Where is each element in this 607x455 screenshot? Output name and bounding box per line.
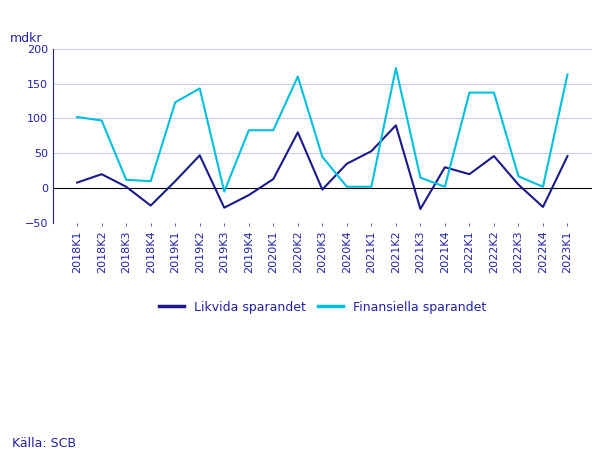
Likvida sparandet: [417, 206, 424, 212]
Finansiella sparandet: [319, 154, 326, 160]
Finansiella sparandet: [343, 184, 350, 189]
Likvida sparandet: [98, 172, 105, 177]
Finansiella sparandet: [564, 72, 571, 77]
Likvida sparandet: [540, 204, 547, 210]
Finansiella sparandet: [368, 184, 375, 189]
Finansiella sparandet: [441, 184, 449, 189]
Finansiella sparandet: [123, 177, 130, 182]
Finansiella sparandet: [417, 175, 424, 181]
Finansiella sparandet: [515, 173, 522, 179]
Legend: Likvida sparandet, Finansiella sparandet: Likvida sparandet, Finansiella sparandet: [154, 296, 491, 318]
Finansiella sparandet: [98, 118, 105, 123]
Likvida sparandet: [196, 152, 203, 158]
Finansiella sparandet: [196, 86, 203, 91]
Finansiella sparandet: [270, 127, 277, 133]
Likvida sparandet: [441, 165, 449, 170]
Likvida sparandet: [123, 184, 130, 189]
Likvida sparandet: [245, 192, 253, 198]
Finansiella sparandet: [392, 66, 399, 71]
Likvida sparandet: [319, 187, 326, 192]
Finansiella sparandet: [73, 114, 81, 120]
Text: mdkr: mdkr: [10, 32, 42, 45]
Likvida sparandet: [294, 130, 302, 135]
Likvida sparandet: [147, 203, 154, 208]
Likvida sparandet: [466, 172, 473, 177]
Likvida sparandet: [368, 148, 375, 154]
Likvida sparandet: [490, 153, 498, 159]
Likvida sparandet: [270, 177, 277, 182]
Likvida sparandet: [73, 180, 81, 185]
Likvida sparandet: [392, 123, 399, 128]
Finansiella sparandet: [466, 90, 473, 96]
Finansiella sparandet: [147, 178, 154, 184]
Line: Likvida sparandet: Likvida sparandet: [77, 126, 568, 209]
Finansiella sparandet: [490, 90, 498, 96]
Finansiella sparandet: [540, 184, 547, 189]
Likvida sparandet: [220, 205, 228, 210]
Finansiella sparandet: [245, 127, 253, 133]
Finansiella sparandet: [220, 189, 228, 194]
Line: Finansiella sparandet: Finansiella sparandet: [77, 68, 568, 192]
Text: Källa: SCB: Källa: SCB: [12, 437, 76, 450]
Finansiella sparandet: [294, 74, 302, 79]
Likvida sparandet: [172, 178, 179, 184]
Likvida sparandet: [564, 153, 571, 159]
Likvida sparandet: [343, 161, 350, 167]
Likvida sparandet: [515, 182, 522, 187]
Finansiella sparandet: [172, 100, 179, 105]
